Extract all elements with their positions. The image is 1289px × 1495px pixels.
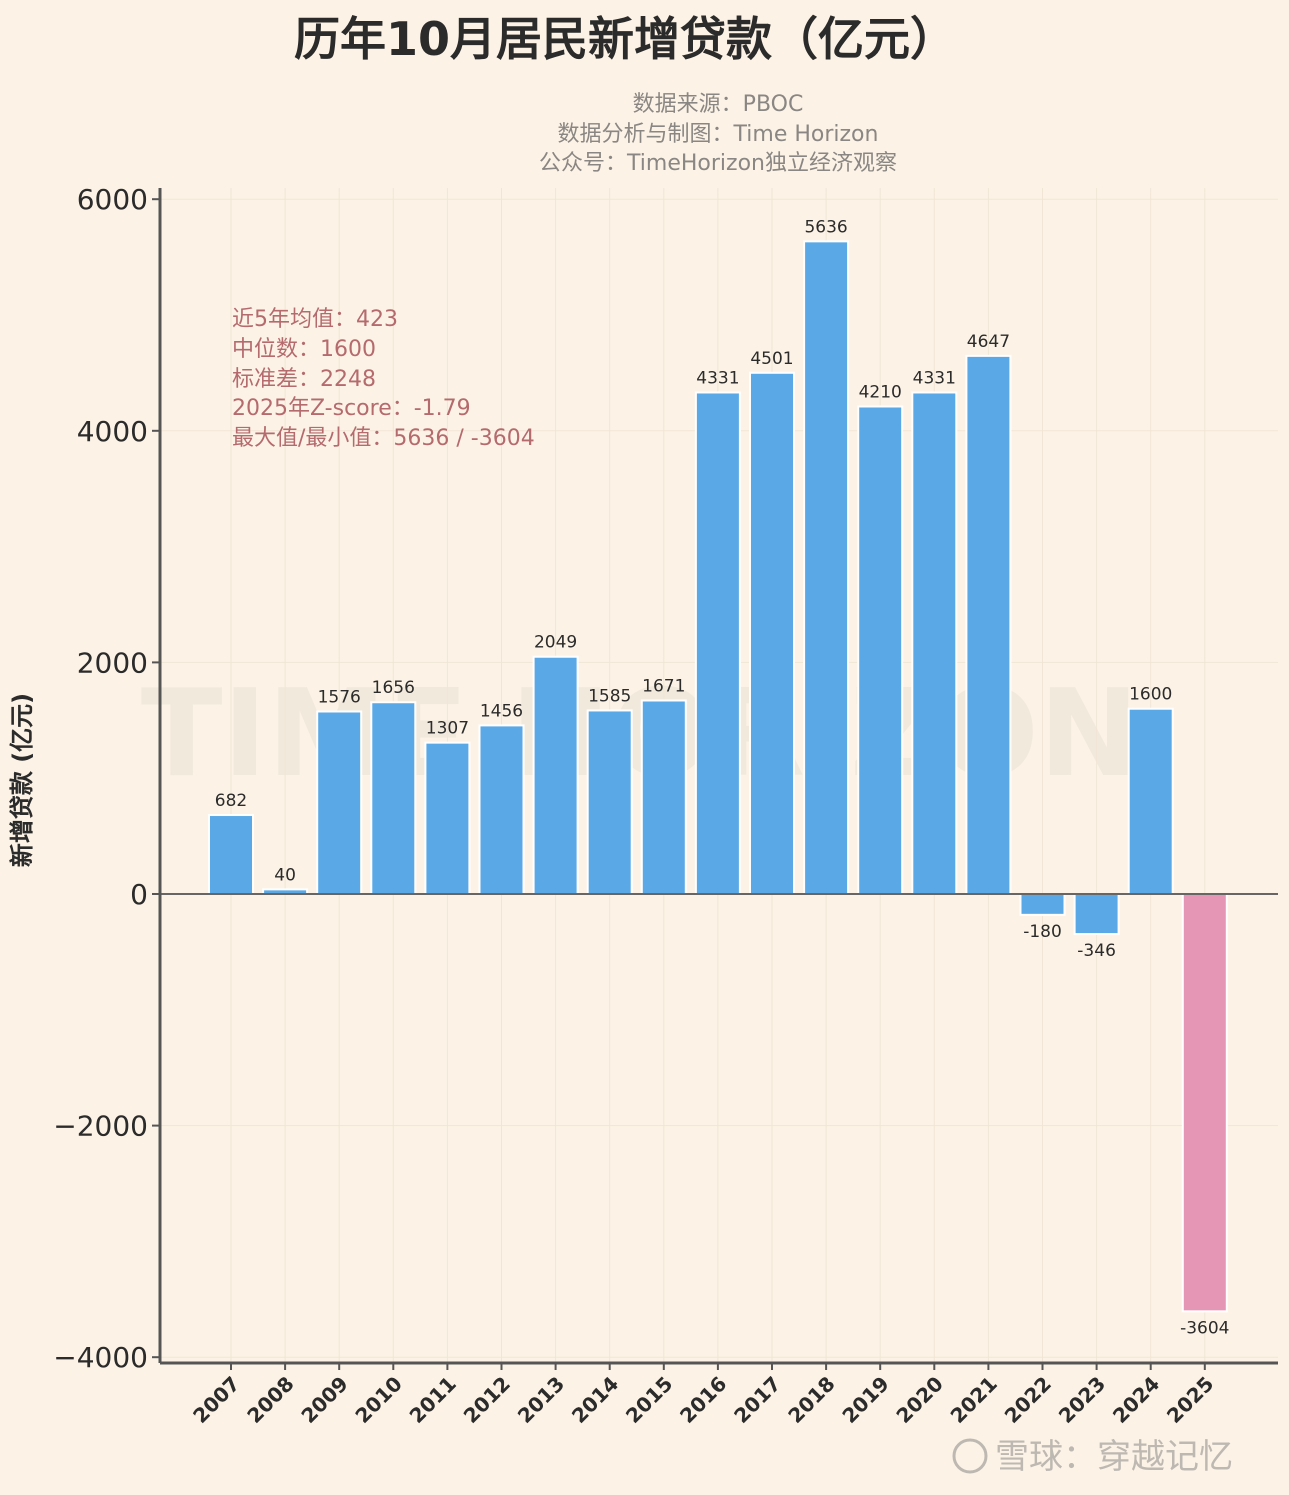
data-label-2024: 1600: [1129, 685, 1172, 705]
bar-2019: [857, 405, 904, 895]
bar-2011: [424, 741, 471, 896]
stat-5yr-mean: 近5年均值：423: [232, 307, 398, 332]
x-tick-label-2008: 2008: [242, 1372, 298, 1428]
x-tick-label-2015: 2015: [621, 1372, 677, 1428]
chart-title: 历年10月居民新增贷款（亿元）: [294, 12, 956, 66]
x-tick-label-2023: 2023: [1054, 1372, 1110, 1428]
x-tick-label-2019: 2019: [837, 1372, 893, 1428]
footer-watermark-text: 雪球：穿越记忆: [995, 1437, 1233, 1477]
data-label-2021: 4647: [967, 332, 1010, 352]
data-label-2012: 1456: [480, 701, 523, 721]
data-label-2022: -180: [1023, 922, 1062, 942]
data-label-2010: 1656: [372, 678, 415, 698]
x-tick-label-2024: 2024: [1108, 1372, 1164, 1428]
bar-2010: [370, 701, 417, 896]
data-label-2017: 4501: [750, 349, 793, 369]
bar-2016: [694, 391, 741, 895]
x-tick-label-2022: 2022: [1000, 1372, 1056, 1428]
y-tick-label: −4000: [53, 1341, 148, 1374]
data-label-2008: 40: [274, 865, 296, 885]
bar-2007: [208, 814, 254, 896]
data-label-2023: -346: [1077, 941, 1116, 961]
y-tick-label: 4000: [77, 415, 148, 448]
x-tick-label-2009: 2009: [296, 1372, 352, 1428]
axes: [158, 188, 1278, 1365]
data-label-2007: 682: [215, 791, 247, 811]
bar-2020: [911, 391, 958, 895]
data-label-2016: 4331: [696, 368, 739, 388]
data-label-2025: -3604: [1180, 1318, 1229, 1338]
stat-zscore: 2025年Z-score：-1.79: [232, 396, 471, 421]
bar-2014: [586, 709, 633, 895]
x-tick-label-2014: 2014: [567, 1372, 623, 1428]
x-tick-label-2018: 2018: [783, 1372, 839, 1428]
bar-2017: [749, 371, 795, 896]
data-label-2019: 4210: [859, 382, 902, 402]
x-tick-label-2020: 2020: [891, 1372, 947, 1428]
x-tick-label-2017: 2017: [729, 1372, 785, 1428]
bar-2012: [478, 724, 525, 895]
stat-max-min: 最大值/最小值：5636 / -3604: [232, 426, 535, 451]
y-tick-label: −2000: [53, 1110, 148, 1143]
y-tick-label: 0: [130, 878, 148, 911]
data-label-2013: 2049: [534, 633, 577, 653]
bar-2009: [316, 710, 363, 895]
data-label-2020: 4331: [913, 368, 956, 388]
footer-watermark: 雪球：穿越记忆: [952, 1437, 1233, 1477]
data-label-2009: 1576: [318, 687, 361, 707]
data-label-2014: 1585: [588, 686, 631, 706]
y-axis-label: 新增贷款 (亿元): [8, 693, 36, 867]
bar-2018: [803, 240, 850, 895]
x-tick-label-2007: 2007: [188, 1372, 244, 1428]
x-tick-label-2010: 2010: [350, 1372, 406, 1428]
bar-2015: [640, 699, 687, 896]
x-tick-label-2021: 2021: [946, 1372, 1002, 1428]
stat-stddev: 标准差：2248: [232, 367, 376, 392]
bar-2022: [1019, 893, 1066, 916]
data-label-2011: 1307: [426, 719, 469, 739]
subtitle-account: 公众号：TimeHorizon独立经济观察: [539, 151, 897, 176]
data-label-2018: 5636: [804, 217, 847, 237]
subtitle-source: 数据来源：PBOC: [633, 92, 804, 117]
bar-2025: [1181, 893, 1228, 1313]
data-label-2015: 1671: [642, 676, 685, 696]
bar-2013: [532, 655, 579, 896]
x-tick-label-2012: 2012: [459, 1372, 515, 1428]
y-tick-label: 2000: [77, 646, 148, 679]
y-tick-label: 6000: [77, 183, 148, 216]
x-ticks: 2007200820092010201120122013201420152016…: [188, 1363, 1218, 1428]
subtitle-author: 数据分析与制图：Time Horizon: [558, 122, 879, 147]
bars: 682 40 1576 1656 1307 1456 2049 1585 1671 4331 450…: [208, 217, 1230, 1338]
bar-2024: [1127, 707, 1174, 895]
x-tick-label-2011: 2011: [405, 1372, 461, 1428]
bar-2021: [965, 354, 1012, 896]
snowball-logo-icon: [952, 1438, 988, 1474]
bar-2023: [1073, 893, 1120, 936]
stat-median: 中位数：1600: [232, 337, 376, 362]
x-tick-label-2025: 2025: [1162, 1372, 1218, 1428]
x-tick-label-2016: 2016: [675, 1372, 731, 1428]
x-tick-label-2013: 2013: [513, 1372, 569, 1428]
y-ticks: 6000 4000 2000 0 −2000 −4000: [53, 183, 160, 1374]
